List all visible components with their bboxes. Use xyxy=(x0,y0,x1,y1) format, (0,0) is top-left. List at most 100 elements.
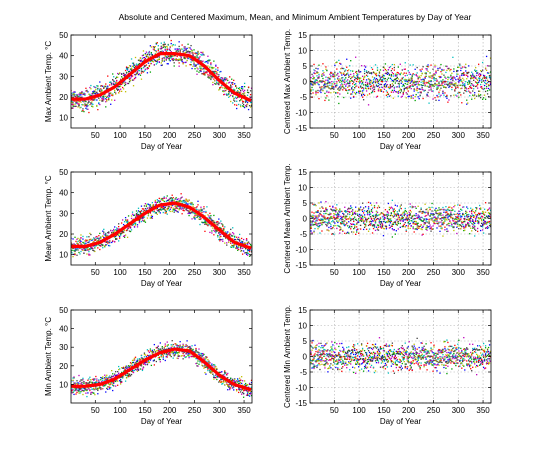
data-point xyxy=(395,86,397,88)
data-point xyxy=(375,226,378,228)
data-point xyxy=(378,86,381,89)
data-point xyxy=(324,221,326,223)
data-point xyxy=(371,215,374,217)
data-point xyxy=(139,218,142,220)
data-point xyxy=(442,214,444,216)
data-point xyxy=(158,61,160,63)
data-point xyxy=(388,227,391,229)
data-point xyxy=(71,252,73,254)
data-point xyxy=(135,210,138,212)
data-point xyxy=(198,209,200,211)
data-point xyxy=(107,87,109,89)
data-point xyxy=(460,87,462,90)
data-point xyxy=(390,212,393,214)
data-point xyxy=(231,235,233,237)
data-point xyxy=(188,52,190,54)
data-point xyxy=(204,61,206,63)
data-point xyxy=(409,85,411,87)
data-point xyxy=(344,210,346,212)
data-point xyxy=(99,248,101,251)
data-point xyxy=(422,233,424,235)
data-point xyxy=(362,228,365,231)
data-point xyxy=(399,63,401,65)
data-point xyxy=(321,73,323,76)
data-point xyxy=(156,201,158,203)
data-point xyxy=(449,70,451,72)
data-point xyxy=(344,232,346,234)
data-point xyxy=(375,77,378,80)
data-point xyxy=(73,94,75,96)
data-point xyxy=(418,225,420,228)
data-point xyxy=(111,232,113,234)
data-point xyxy=(311,215,313,218)
data-point xyxy=(410,216,412,219)
data-point xyxy=(189,210,191,212)
data-point xyxy=(311,86,313,89)
data-point xyxy=(481,212,484,214)
data-point xyxy=(131,213,134,215)
data-point xyxy=(185,207,187,209)
data-point xyxy=(456,232,458,235)
data-point xyxy=(161,208,163,211)
data-point xyxy=(358,80,361,82)
data-point xyxy=(406,83,408,85)
data-point xyxy=(324,221,326,224)
data-point xyxy=(82,93,84,96)
data-point xyxy=(215,228,217,230)
data-point xyxy=(333,74,335,76)
data-point xyxy=(202,53,204,55)
data-point xyxy=(351,210,353,213)
data-point xyxy=(315,92,317,94)
data-point xyxy=(230,86,232,88)
data-point xyxy=(349,82,351,85)
data-point xyxy=(456,75,458,77)
data-point xyxy=(80,94,82,96)
data-point xyxy=(140,205,143,207)
data-point xyxy=(97,85,99,87)
data-point xyxy=(151,215,154,218)
data-point xyxy=(354,92,356,94)
data-point xyxy=(150,52,153,54)
data-point xyxy=(463,218,465,220)
data-point xyxy=(90,233,92,236)
data-point xyxy=(173,55,175,57)
data-point xyxy=(119,85,122,87)
data-point xyxy=(191,59,193,62)
data-point xyxy=(346,66,348,68)
data-point xyxy=(370,210,373,212)
data-point xyxy=(479,216,482,218)
data-point xyxy=(385,94,388,96)
data-point xyxy=(213,220,215,222)
data-point xyxy=(357,90,360,92)
data-point xyxy=(199,216,201,219)
data-point xyxy=(168,48,170,51)
data-point xyxy=(445,209,447,211)
data-point xyxy=(455,94,457,96)
data-point xyxy=(424,72,426,74)
data-point xyxy=(165,210,167,213)
data-point xyxy=(107,75,109,77)
data-point xyxy=(145,205,148,207)
data-point xyxy=(420,207,422,209)
data-point xyxy=(174,208,176,210)
data-point xyxy=(314,80,316,82)
data-point xyxy=(421,88,423,91)
data-point xyxy=(161,60,163,62)
data-point xyxy=(241,102,244,104)
data-point xyxy=(129,226,132,228)
data-point xyxy=(93,241,95,243)
y-tick-label: -15 xyxy=(295,124,307,133)
data-point xyxy=(144,53,147,55)
data-point xyxy=(333,86,335,88)
data-point xyxy=(245,104,248,106)
data-point xyxy=(161,198,163,200)
data-point xyxy=(336,220,338,222)
data-point xyxy=(484,82,487,85)
data-point xyxy=(154,49,157,52)
data-point xyxy=(436,227,438,229)
data-point xyxy=(362,212,365,214)
data-point xyxy=(214,228,216,230)
data-point xyxy=(167,208,169,210)
data-point xyxy=(92,238,94,241)
data-point xyxy=(397,214,399,217)
